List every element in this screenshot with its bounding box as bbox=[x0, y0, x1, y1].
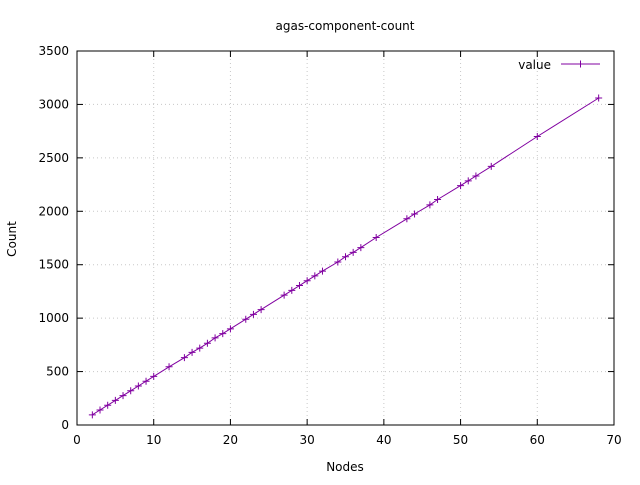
data-point bbox=[219, 330, 227, 338]
data-point bbox=[472, 172, 480, 180]
data-point bbox=[104, 401, 112, 409]
data-point bbox=[411, 210, 419, 218]
gridlines bbox=[77, 51, 614, 425]
data-point bbox=[150, 372, 158, 380]
data-point bbox=[595, 94, 603, 102]
y-tick-label: 2000 bbox=[38, 204, 69, 218]
data-point bbox=[318, 267, 326, 275]
data-point bbox=[457, 182, 465, 190]
data-point bbox=[403, 215, 411, 223]
data-point bbox=[487, 162, 495, 170]
x-tick-label: 70 bbox=[606, 433, 621, 447]
x-tick-label: 10 bbox=[146, 433, 161, 447]
data-point bbox=[249, 310, 257, 318]
data-point bbox=[334, 258, 342, 266]
x-tick-label: 50 bbox=[453, 433, 468, 447]
y-tick-label: 2500 bbox=[38, 151, 69, 165]
data-point bbox=[211, 334, 219, 342]
data-point bbox=[464, 177, 472, 185]
data-point bbox=[127, 387, 135, 395]
data-point bbox=[180, 354, 188, 362]
y-tick-label: 3000 bbox=[38, 97, 69, 111]
legend-marker-sample bbox=[577, 60, 584, 68]
data-point bbox=[242, 315, 250, 323]
series-layer bbox=[88, 94, 603, 419]
data-point bbox=[372, 233, 380, 241]
data-point bbox=[226, 325, 234, 333]
y-tick-label: 1000 bbox=[38, 311, 69, 325]
data-point bbox=[280, 291, 288, 299]
y-tick-label: 3500 bbox=[38, 44, 69, 58]
data-point bbox=[203, 339, 211, 347]
data-point bbox=[96, 406, 104, 414]
x-tick-label: 0 bbox=[73, 433, 81, 447]
data-point bbox=[342, 253, 349, 261]
data-point bbox=[311, 272, 319, 280]
data-point bbox=[349, 248, 357, 256]
data-point bbox=[434, 196, 442, 204]
data-point bbox=[295, 282, 303, 290]
data-point bbox=[257, 306, 265, 314]
x-axis-label: Nodes bbox=[326, 460, 364, 474]
legend-label-value: value bbox=[518, 58, 551, 72]
axis-ticks: 0 10 20 30 40 50 60 70 0 500 1000 1500 2000 2500 3000 3… bbox=[38, 44, 621, 447]
y-tick-label: 1500 bbox=[38, 258, 69, 272]
y-tick-label: 0 bbox=[61, 418, 69, 432]
data-point bbox=[119, 392, 127, 400]
x-tick-label: 60 bbox=[530, 433, 545, 447]
data-point bbox=[88, 411, 96, 419]
x-tick-label: 40 bbox=[376, 433, 391, 447]
data-point bbox=[111, 396, 119, 404]
legend: value bbox=[518, 58, 600, 72]
y-axis-label: Count bbox=[5, 221, 19, 257]
data-point bbox=[165, 363, 173, 371]
plot-frame bbox=[76, 50, 615, 426]
data-point bbox=[134, 382, 142, 390]
data-point bbox=[288, 286, 296, 294]
chart-title: agas-component-count bbox=[276, 19, 415, 33]
y-tick-label: 500 bbox=[46, 365, 69, 379]
data-point bbox=[196, 344, 204, 352]
data-point bbox=[188, 348, 196, 356]
data-point bbox=[357, 244, 365, 252]
data-point bbox=[142, 377, 150, 385]
data-point bbox=[533, 132, 541, 140]
x-tick-label: 30 bbox=[300, 433, 315, 447]
x-tick-label: 20 bbox=[223, 433, 238, 447]
data-point bbox=[426, 201, 434, 209]
data-point bbox=[303, 277, 311, 285]
